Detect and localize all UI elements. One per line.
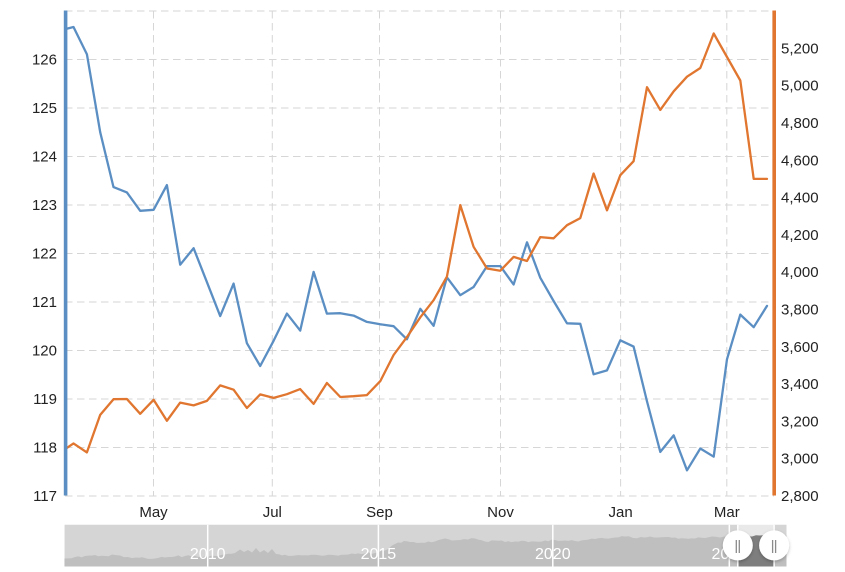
svg-text:122: 122 <box>32 246 57 263</box>
svg-text:125: 125 <box>32 100 57 117</box>
svg-text:4,200: 4,200 <box>781 227 819 244</box>
svg-text:126: 126 <box>32 52 57 69</box>
svg-text:123: 123 <box>32 197 57 214</box>
svg-text:Jul: Jul <box>263 504 282 521</box>
svg-text:3,200: 3,200 <box>781 413 819 430</box>
svg-text:3,400: 3,400 <box>781 376 819 393</box>
svg-text:Jan: Jan <box>609 504 633 521</box>
svg-text:118: 118 <box>33 440 57 457</box>
svg-text:120: 120 <box>32 343 57 360</box>
svg-text:Mar: Mar <box>714 504 740 521</box>
svg-text:2,800: 2,800 <box>781 488 819 505</box>
svg-text:124: 124 <box>32 149 57 166</box>
svg-text:4,800: 4,800 <box>781 115 819 132</box>
svg-text:3,800: 3,800 <box>781 302 819 319</box>
svg-text:3,600: 3,600 <box>781 339 819 356</box>
svg-text:Nov: Nov <box>487 504 514 521</box>
svg-text:117: 117 <box>33 488 57 505</box>
svg-text:4,400: 4,400 <box>781 190 819 207</box>
svg-text:4,600: 4,600 <box>781 152 819 169</box>
svg-text:5,200: 5,200 <box>781 40 819 57</box>
svg-text:May: May <box>139 504 168 521</box>
svg-text:Sep: Sep <box>366 504 393 521</box>
svg-text:2015: 2015 <box>361 546 397 563</box>
svg-text:2020: 2020 <box>535 546 571 563</box>
svg-text:2010: 2010 <box>190 546 226 563</box>
svg-text:119: 119 <box>33 391 57 408</box>
svg-text:3,000: 3,000 <box>781 451 819 468</box>
svg-text:5,000: 5,000 <box>781 78 819 95</box>
svg-text:121: 121 <box>32 294 57 311</box>
svg-text:4,000: 4,000 <box>781 264 819 281</box>
